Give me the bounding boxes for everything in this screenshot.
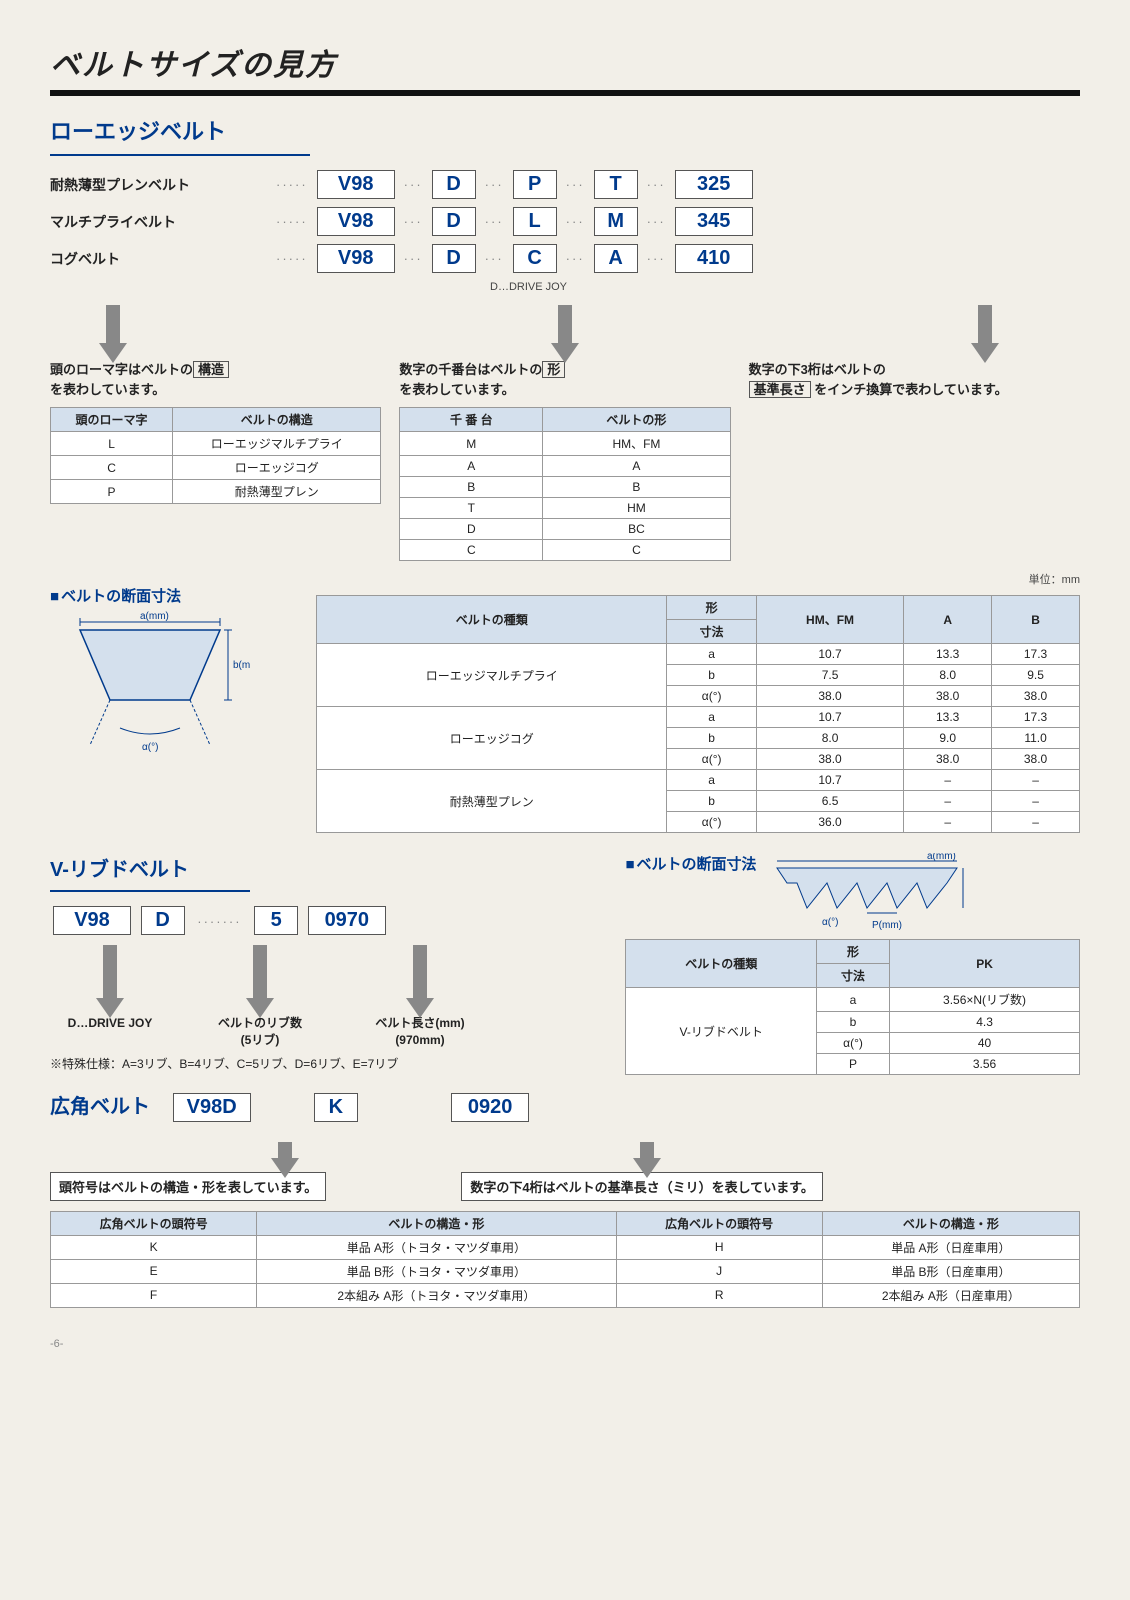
koukaku-code: 0920: [451, 1093, 529, 1122]
title-rule: [50, 90, 1080, 96]
code-cell: M: [594, 207, 638, 236]
page-title: ベルトサイズの見方: [50, 40, 1080, 84]
svg-text:α(°): α(°): [142, 742, 158, 753]
structure-table: 頭のローマ字ベルトの構造 LローエッジマルチプライCローエッジコグP耐熱薄型プレ…: [50, 407, 381, 504]
vrib-caption: ベルトのリブ数 (5リブ): [200, 1015, 320, 1049]
vrib-profile-diagram: a(mm) b(mm) α(°) P(mm): [767, 853, 967, 933]
cross-section-title: ベルトの断面寸法: [50, 585, 300, 606]
vrib-code: V98: [53, 906, 131, 935]
vrib-code: D: [141, 906, 185, 935]
koukaku-table: 広角ベルトの頭符号ベルトの構造・形広角ベルトの頭符号ベルトの構造・形 K単品 A…: [50, 1211, 1080, 1308]
section1-title: ローエッジベルト: [50, 114, 226, 146]
svg-text:a(mm): a(mm): [927, 853, 956, 862]
vrib-caption: ベルト長さ(mm) (970mm): [350, 1015, 490, 1049]
belt-type-label: マルチプライベルト: [50, 212, 270, 232]
vrib-special: ※特殊仕様：A=3リブ、B=4リブ、C=5リブ、D=6リブ、E=7リブ: [50, 1055, 595, 1072]
koukaku-title: 広角ベルト: [50, 1090, 150, 1119]
pk-table: ベルトの種類 形 PK 寸法 V-リブドベルトa3.56×N(リブ数)b4.3α…: [625, 939, 1080, 1075]
code-cell: V98: [317, 207, 395, 236]
vrib-code: 5: [254, 906, 298, 935]
code-cell: D: [432, 244, 476, 273]
section1-underline: [50, 154, 310, 156]
code-cell: C: [513, 244, 557, 273]
koukaku-code: V98D: [173, 1093, 251, 1122]
svg-text:b(mm): b(mm): [233, 660, 250, 671]
code-cell: 410: [675, 244, 753, 273]
svg-text:a(mm): a(mm): [140, 611, 169, 622]
belt-type-label: コグベルト: [50, 249, 270, 269]
cross-section-table: ベルトの種類 形 HM、FM A B 寸法 ローエッジマルチプライa10.713…: [316, 595, 1080, 833]
code-cell: D: [432, 207, 476, 236]
vrib-title: V-リブドベルト: [50, 853, 189, 882]
trapezoid-diagram: a(mm) b(mm) α(°): [50, 610, 250, 760]
drive-joy-note: D…DRIVE JOY: [490, 281, 1080, 293]
code-cell: 345: [675, 207, 753, 236]
koukaku-code: K: [314, 1093, 358, 1122]
shape-table: 千 番 台ベルトの形 MHM、FMAABBTHMDBCCC: [399, 407, 730, 561]
code-cell: V98: [317, 244, 395, 273]
explain-left: 頭のローマ字はベルトの構造 を表わしています。: [50, 360, 381, 399]
code-cell: A: [594, 244, 638, 273]
code-cell: V98: [317, 170, 395, 199]
unit-label: 単位：mm: [316, 571, 1080, 587]
code-cell: T: [594, 170, 638, 199]
vrib-code: 0970: [308, 906, 386, 935]
vrib-section-title: ベルトの断面寸法: [625, 853, 756, 874]
code-cell: D: [432, 170, 476, 199]
explain-right: 数字の下3桁はベルトの 基準長さ をインチ換算で表わしています。: [749, 360, 1080, 399]
page-number: -6-: [50, 1338, 1080, 1350]
svg-text:α(°): α(°): [822, 917, 838, 928]
code-cell: L: [513, 207, 557, 236]
belt-type-label: 耐熱薄型プレンベルト: [50, 175, 270, 195]
explain-mid: 数字の千番台はベルトの形 を表わしています。: [399, 360, 730, 399]
code-cell: 325: [675, 170, 753, 199]
svg-text:P(mm): P(mm): [872, 920, 902, 931]
code-cell: P: [513, 170, 557, 199]
